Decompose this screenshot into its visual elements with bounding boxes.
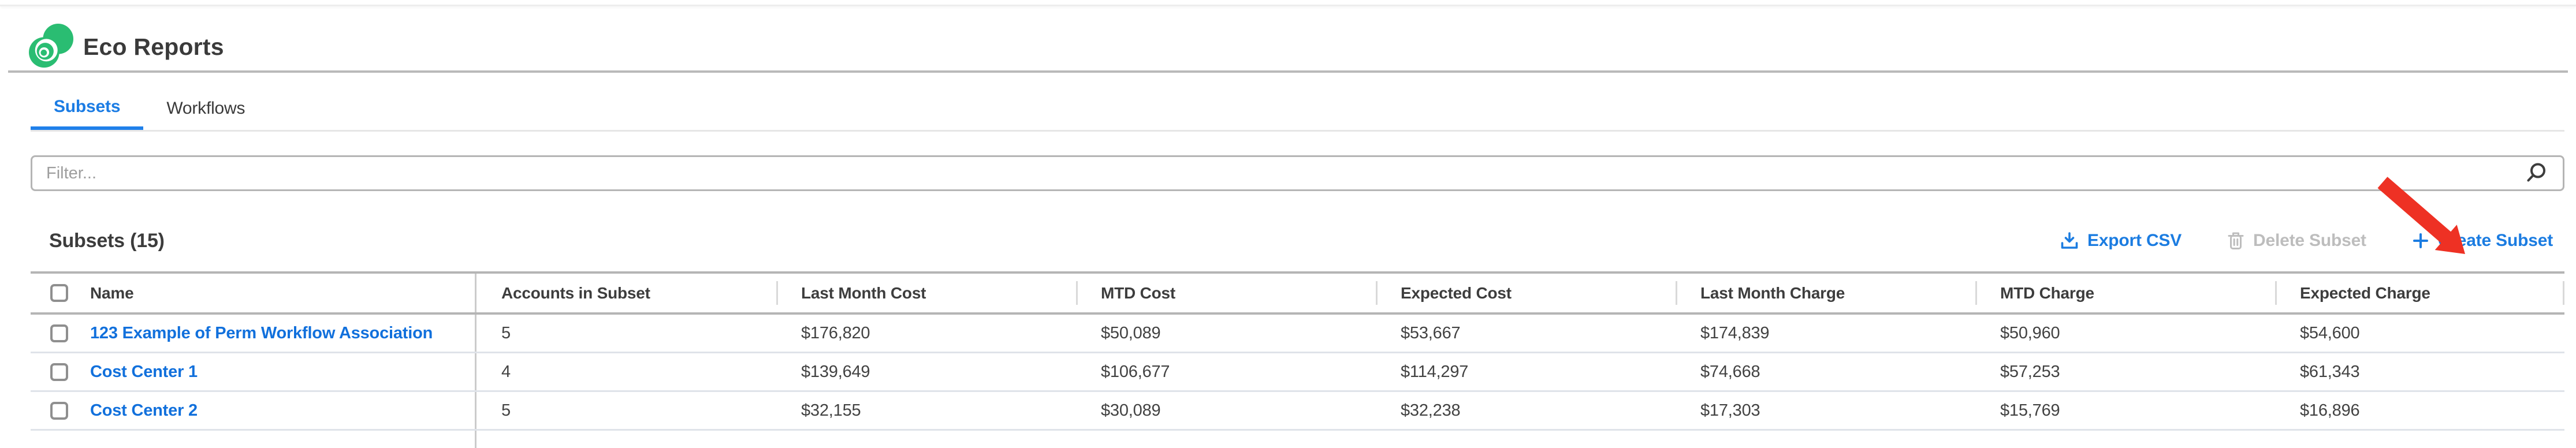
last-month-cost-value: $176,820 bbox=[776, 315, 1076, 352]
last-month-cost-value: $32,155 bbox=[776, 392, 1076, 429]
mtd-charge-value: $15,769 bbox=[1975, 392, 2275, 429]
expected-cost-value: $114,297 bbox=[1376, 353, 1676, 390]
accounts-in-subset-value: 5 bbox=[477, 392, 776, 429]
mtd-cost-value: $106,677 bbox=[1076, 353, 1376, 390]
row-checkbox[interactable] bbox=[50, 402, 68, 420]
eco-logo-icon bbox=[29, 23, 74, 70]
column-header-name: Name bbox=[31, 274, 477, 312]
mtd-charge-value: $50,960 bbox=[1975, 315, 2275, 352]
column-header-mtd-cost: MTD Cost bbox=[1076, 274, 1376, 312]
export-csv-button[interactable]: Export CSV bbox=[2060, 231, 2182, 251]
row-checkbox[interactable] bbox=[50, 363, 68, 381]
row-checkbox[interactable] bbox=[50, 324, 68, 342]
last-month-charge-value: $17,303 bbox=[1676, 392, 1975, 429]
plus-icon bbox=[2411, 232, 2430, 250]
header-divider bbox=[8, 70, 2568, 73]
table-header-row: Name Accounts in Subset Last Month Cost … bbox=[31, 271, 2564, 315]
mtd-charge-value: $57,253 bbox=[1975, 353, 2275, 390]
table-row: Cost Center 1 4 $139,649 $106,677 $114,2… bbox=[31, 353, 2564, 392]
last-month-cost-value: $139,649 bbox=[776, 353, 1076, 390]
filter-bar bbox=[31, 155, 2564, 191]
column-header-accounts-in-subset: Accounts in Subset bbox=[477, 274, 776, 312]
filter-input[interactable] bbox=[32, 157, 2525, 189]
mtd-cost-value: $30,089 bbox=[1076, 392, 1376, 429]
tab-subsets[interactable]: Subsets bbox=[31, 87, 143, 130]
search-icon bbox=[2525, 162, 2548, 185]
page-title: Eco Reports bbox=[83, 33, 224, 61]
subset-name-link[interactable]: Cost Center 1 bbox=[90, 363, 198, 382]
partial-next-row bbox=[31, 431, 477, 448]
select-all-checkbox[interactable] bbox=[50, 284, 68, 302]
create-subset-label: Create Subset bbox=[2438, 231, 2553, 251]
subset-name-link[interactable]: Cost Center 2 bbox=[90, 401, 198, 420]
column-header-last-month-charge: Last Month Charge bbox=[1676, 274, 1975, 312]
app-header: Eco Reports bbox=[29, 23, 224, 70]
mtd-cost-value: $50,089 bbox=[1076, 315, 1376, 352]
expected-cost-value: $32,238 bbox=[1376, 392, 1676, 429]
toolbar-actions: Export CSV Delete Subset Create Subset bbox=[2060, 231, 2553, 251]
subset-name-link[interactable]: 123 Example of Perm Workflow Association bbox=[90, 324, 433, 343]
create-subset-button[interactable]: Create Subset bbox=[2411, 231, 2553, 251]
list-toolbar: Subsets (15) Export CSV Delet bbox=[49, 227, 2553, 255]
expected-charge-value: $61,343 bbox=[2275, 353, 2564, 390]
tab-workflows[interactable]: Workflows bbox=[143, 87, 268, 130]
download-icon bbox=[2060, 231, 2079, 251]
export-csv-label: Export CSV bbox=[2087, 231, 2182, 251]
delete-subset-button[interactable]: Delete Subset bbox=[2227, 231, 2366, 251]
table-row: 123 Example of Perm Workflow Association… bbox=[31, 315, 2564, 353]
column-header-expected-cost: Expected Cost bbox=[1376, 274, 1676, 312]
column-header-last-month-cost: Last Month Cost bbox=[776, 274, 1076, 312]
expected-cost-value: $53,667 bbox=[1376, 315, 1676, 352]
last-month-charge-value: $74,668 bbox=[1676, 353, 1975, 390]
subsets-table: Name Accounts in Subset Last Month Cost … bbox=[31, 271, 2564, 448]
tab-bar: Subsets Workflows bbox=[31, 87, 2564, 132]
expected-charge-value: $54,600 bbox=[2275, 315, 2564, 352]
delete-subset-label: Delete Subset bbox=[2253, 231, 2366, 251]
column-header-expected-charge: Expected Charge bbox=[2275, 274, 2564, 312]
top-divider bbox=[0, 5, 2576, 6]
subsets-count-heading: Subsets (15) bbox=[49, 230, 165, 252]
table-row: Cost Center 2 5 $32,155 $30,089 $32,238 … bbox=[31, 392, 2564, 431]
expected-charge-value: $16,896 bbox=[2275, 392, 2564, 429]
accounts-in-subset-value: 5 bbox=[477, 315, 776, 352]
accounts-in-subset-value: 4 bbox=[477, 353, 776, 390]
trash-icon bbox=[2227, 231, 2245, 251]
last-month-charge-value: $174,839 bbox=[1676, 315, 1975, 352]
column-header-mtd-charge: MTD Charge bbox=[1975, 274, 2275, 312]
